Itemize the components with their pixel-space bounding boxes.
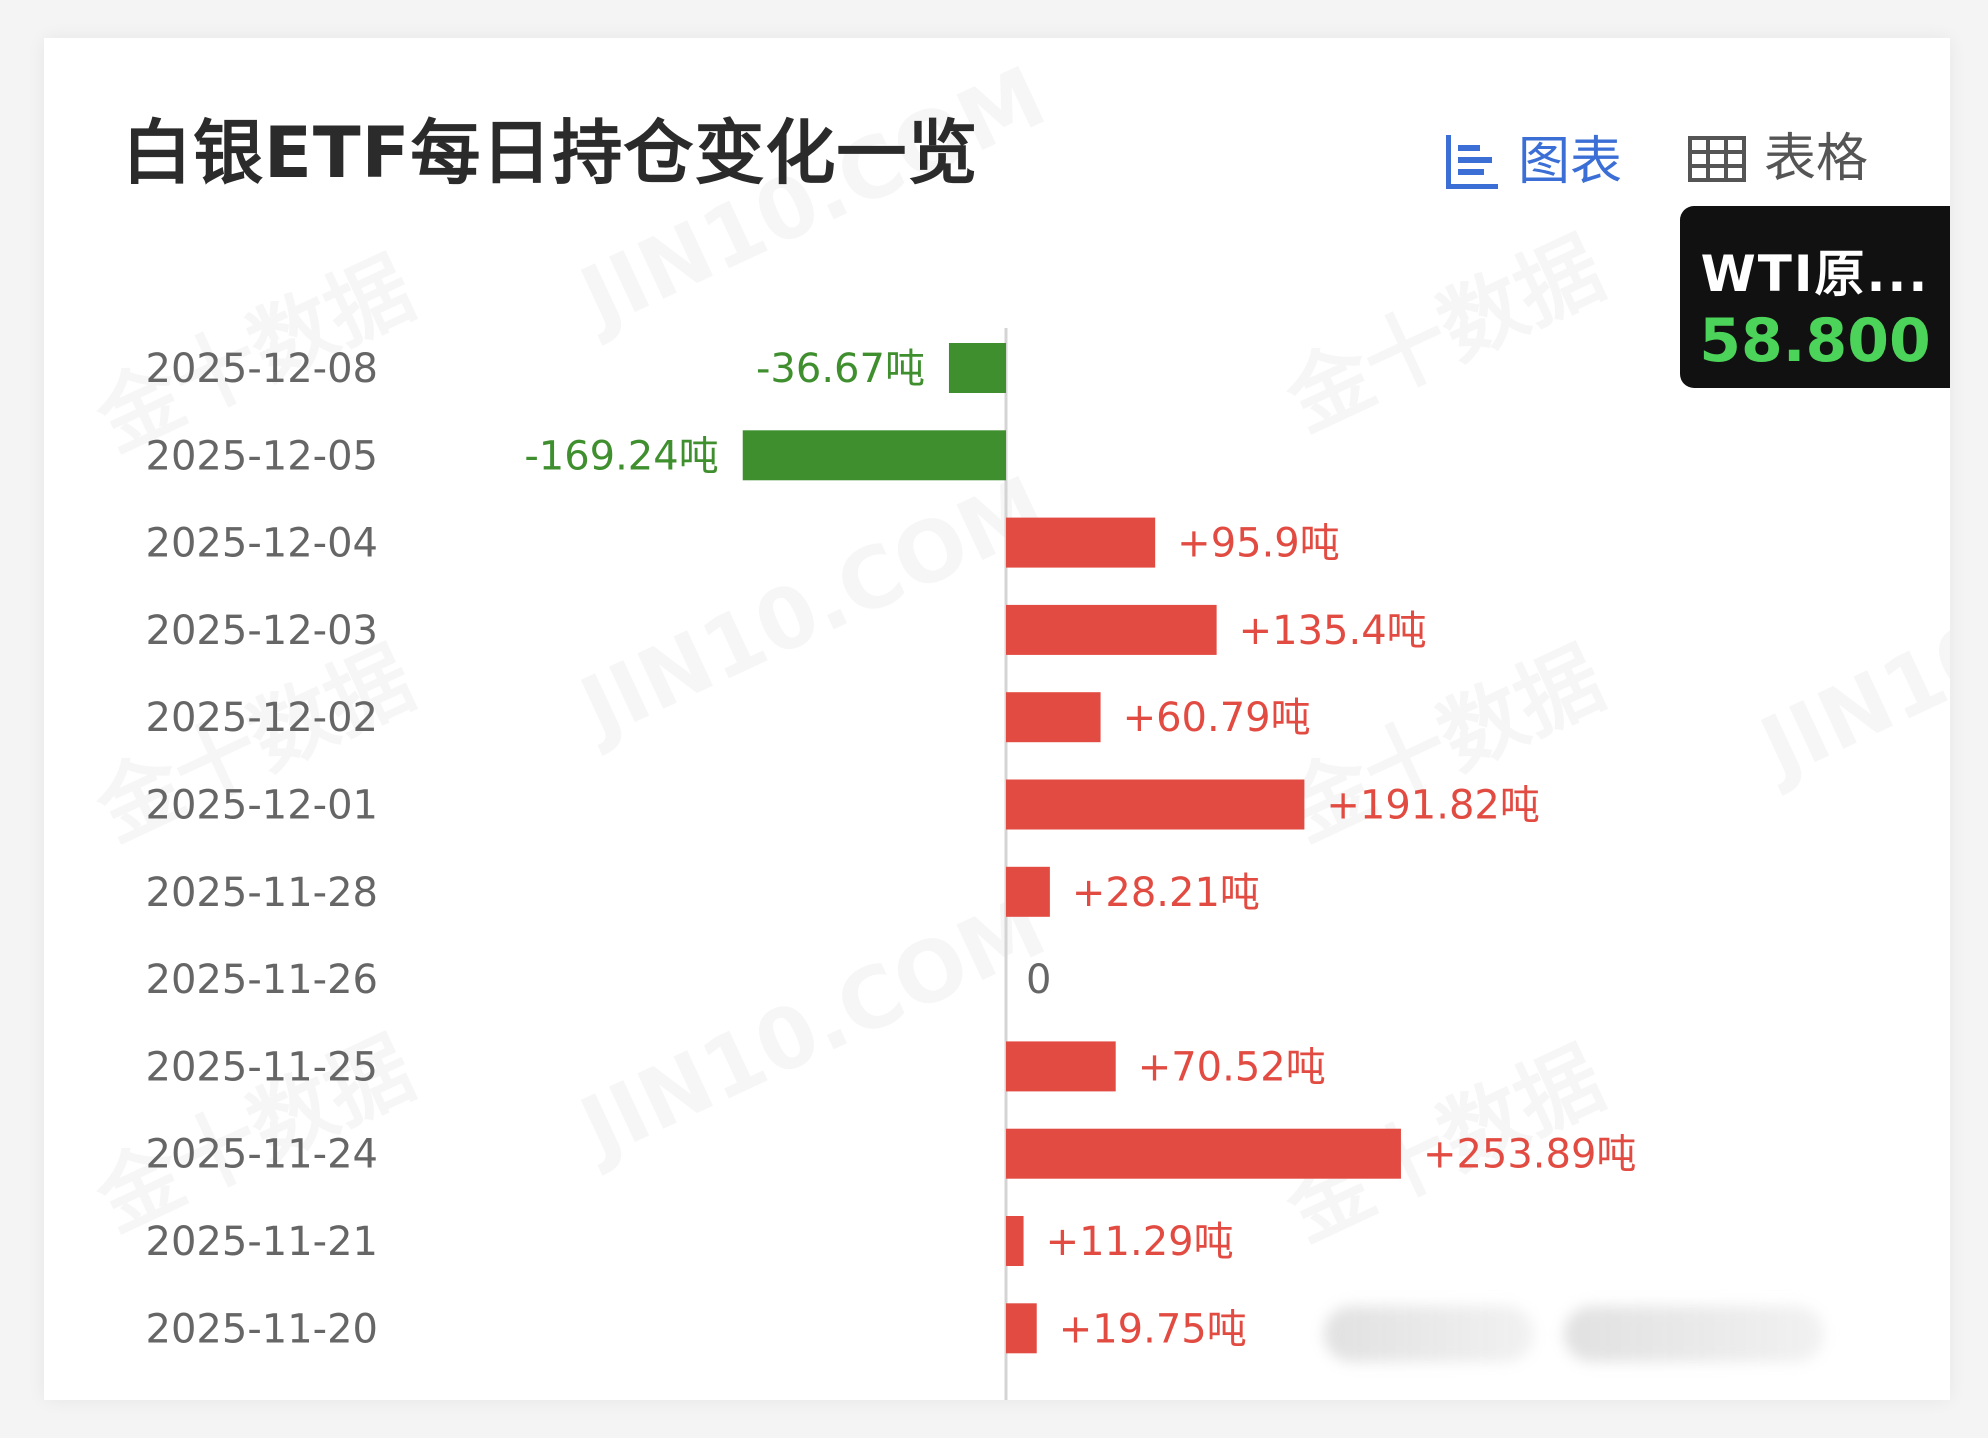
data-label: +253.89吨 <box>1423 1132 1636 1178</box>
category-label: 2025-11-25 <box>146 1044 378 1090</box>
chart-card: 金十数据 金十数据 金十数据 金十数据 金十数据 金十数据 JIN10.COM … <box>44 38 1950 1400</box>
category-label: 2025-12-05 <box>146 433 378 479</box>
tab-chart[interactable]: 图表 <box>1444 133 1622 191</box>
page-title: 白银ETF每日持仓变化一览 <box>122 112 979 194</box>
data-label: +191.82吨 <box>1326 783 1539 829</box>
ticker-value: 58.800 <box>1699 306 1931 376</box>
tab-table[interactable]: 表格 <box>1688 133 1868 185</box>
bar <box>948 343 1006 393</box>
category-label: 2025-12-02 <box>146 695 378 741</box>
category-label: 2025-11-26 <box>146 957 378 1003</box>
tab-chart-label: 图表 <box>1518 132 1623 192</box>
data-label: -169.24吨 <box>524 433 718 479</box>
bar <box>1006 692 1101 743</box>
data-label: +19.75吨 <box>1059 1306 1247 1352</box>
bar <box>1006 1303 1037 1354</box>
category-label: 2025-12-08 <box>146 346 378 392</box>
category-label: 2025-11-21 <box>146 1219 378 1265</box>
ticker-widget[interactable]: WTI原... 58.800 <box>1680 206 1950 388</box>
bar-chart-icon <box>1444 133 1500 191</box>
bar <box>742 430 1006 481</box>
blurred-region <box>1564 1306 1824 1362</box>
data-label: +11.29吨 <box>1046 1219 1234 1265</box>
bar <box>1006 779 1305 830</box>
category-label: 2025-11-28 <box>146 870 378 916</box>
bar <box>1006 1216 1024 1266</box>
category-label: 2025-11-20 <box>146 1306 378 1352</box>
data-label: +95.9吨 <box>1177 521 1340 567</box>
ticker-name: WTI原... <box>1700 245 1930 303</box>
bar <box>1006 1041 1116 1092</box>
category-label: 2025-12-01 <box>146 783 378 829</box>
data-label: -36.67吨 <box>756 346 925 392</box>
bar <box>1006 1128 1401 1179</box>
data-label: +70.52吨 <box>1138 1044 1326 1090</box>
data-label: +28.21吨 <box>1072 870 1260 916</box>
table-icon <box>1688 136 1746 182</box>
bar-chart: 2025-12-08 -36.67吨 2025-12-05 -169.24吨 2025-… <box>146 328 1636 1400</box>
data-label: +135.4吨 <box>1239 608 1427 654</box>
category-label: 2025-12-04 <box>146 521 378 567</box>
data-label: 0 <box>1026 957 1051 1003</box>
tab-table-label: 表格 <box>1764 129 1869 189</box>
data-label: +60.79吨 <box>1123 695 1311 741</box>
blurred-region <box>1324 1306 1534 1362</box>
bar <box>1006 517 1156 568</box>
bar <box>1006 604 1217 655</box>
category-label: 2025-11-24 <box>146 1132 378 1178</box>
category-label: 2025-12-03 <box>146 608 378 654</box>
bar <box>1006 866 1050 917</box>
